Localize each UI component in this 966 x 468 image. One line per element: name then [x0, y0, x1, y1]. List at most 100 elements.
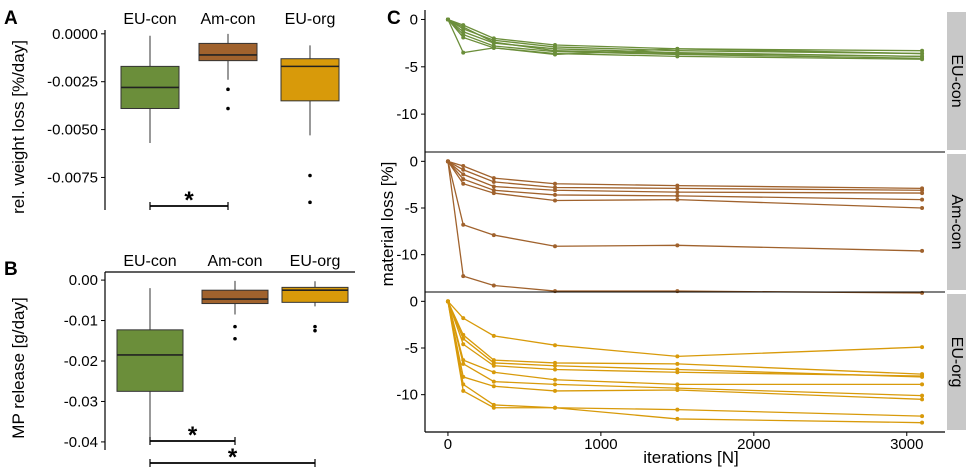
data-point [491, 333, 496, 338]
panel-c: C material loss [%] iterations [N] EU-co… [378, 8, 966, 467]
data-point [920, 393, 925, 398]
data-point [920, 414, 925, 419]
data-point [920, 188, 925, 193]
data-point [491, 184, 496, 189]
data-point [491, 370, 496, 375]
y-tick-label: -5 [405, 200, 418, 217]
facet-strip [947, 12, 966, 150]
data-point [461, 361, 466, 366]
data-point [675, 361, 680, 366]
data-point [920, 191, 925, 196]
data-point [920, 374, 925, 378]
data-point [920, 57, 925, 62]
data-point [920, 248, 925, 253]
category-label: EU-con [123, 11, 176, 28]
data-point [553, 343, 557, 348]
significance-label: * [188, 422, 198, 449]
x-tick-label: 3000 [890, 436, 923, 453]
series-line [447, 301, 923, 386]
data-point [553, 198, 557, 203]
y-tick-label: -0.01 [64, 313, 98, 330]
data-point [675, 416, 680, 421]
data-point [920, 54, 925, 59]
data-point [920, 420, 925, 425]
data-point [461, 181, 466, 186]
data-point [553, 405, 557, 410]
series-line [447, 160, 923, 209]
box [198, 42, 258, 62]
data-point [445, 299, 450, 304]
data-point [553, 377, 557, 382]
y-tick-label: 0 [410, 293, 418, 310]
category-label: EU-org [285, 11, 336, 28]
data-point [491, 405, 496, 410]
series-line [447, 160, 923, 190]
y-tick-label: -0.0025 [47, 74, 98, 91]
data-point [553, 181, 557, 186]
facet-strip [947, 294, 966, 430]
data-point [491, 188, 496, 193]
panel-b-label: B [4, 259, 18, 280]
data-point [491, 384, 496, 389]
box [280, 58, 340, 102]
x-tick-label: 1000 [584, 436, 617, 453]
series-line [447, 301, 923, 424]
y-tick-label: -10 [396, 247, 418, 264]
y-tick-label: -0.0075 [47, 169, 98, 186]
outlier-point [226, 87, 230, 92]
data-point [491, 233, 496, 238]
data-point [445, 159, 450, 164]
outlier-point [308, 173, 312, 178]
data-point [675, 183, 680, 188]
category-label: Am-con [207, 253, 262, 270]
data-point [675, 382, 680, 387]
series-line [447, 161, 923, 252]
significance-label: * [228, 444, 238, 468]
data-point [491, 379, 496, 384]
outlier-point [233, 336, 237, 341]
outlier-point [308, 200, 312, 205]
data-point [461, 222, 466, 227]
data-point [553, 382, 557, 387]
data-point [491, 176, 496, 181]
series-line [447, 18, 923, 58]
data-point [675, 197, 680, 202]
data-point [920, 382, 925, 387]
data-point [461, 25, 466, 30]
panel-a-label: A [4, 8, 18, 29]
data-point [675, 186, 680, 191]
series-line [447, 161, 923, 294]
data-point [553, 367, 557, 372]
data-point [675, 367, 680, 372]
panel-b: B MP release [g/day] 0.00 -0.01 -0.02 -0.03… [4, 253, 355, 468]
series-line [447, 160, 923, 191]
series-line [447, 301, 923, 400]
data-point [491, 179, 496, 184]
series-line [447, 301, 923, 417]
data-point [491, 363, 496, 368]
data-point [920, 48, 925, 53]
data-point [553, 52, 557, 57]
y-tick-label: 0.0000 [52, 26, 98, 43]
data-point [553, 363, 557, 368]
panel-a-ylabel: rel. weight loss [%/day] [9, 40, 28, 214]
data-point [491, 283, 496, 288]
data-point [461, 164, 466, 168]
data-point [553, 192, 557, 197]
data-point [553, 185, 557, 190]
data-point [553, 188, 557, 193]
data-point [553, 388, 557, 393]
data-point [920, 197, 925, 202]
x-tick-label: 0 [444, 436, 452, 453]
series-line [447, 19, 923, 56]
facet-strip-label: Am-con [948, 194, 965, 249]
series-line [447, 301, 923, 397]
data-point [553, 244, 557, 249]
data-point [920, 206, 925, 210]
outlier-point [226, 106, 230, 111]
box [116, 329, 184, 392]
data-point [491, 40, 496, 45]
panel-c-label: C [387, 8, 401, 29]
data-point [461, 50, 466, 55]
